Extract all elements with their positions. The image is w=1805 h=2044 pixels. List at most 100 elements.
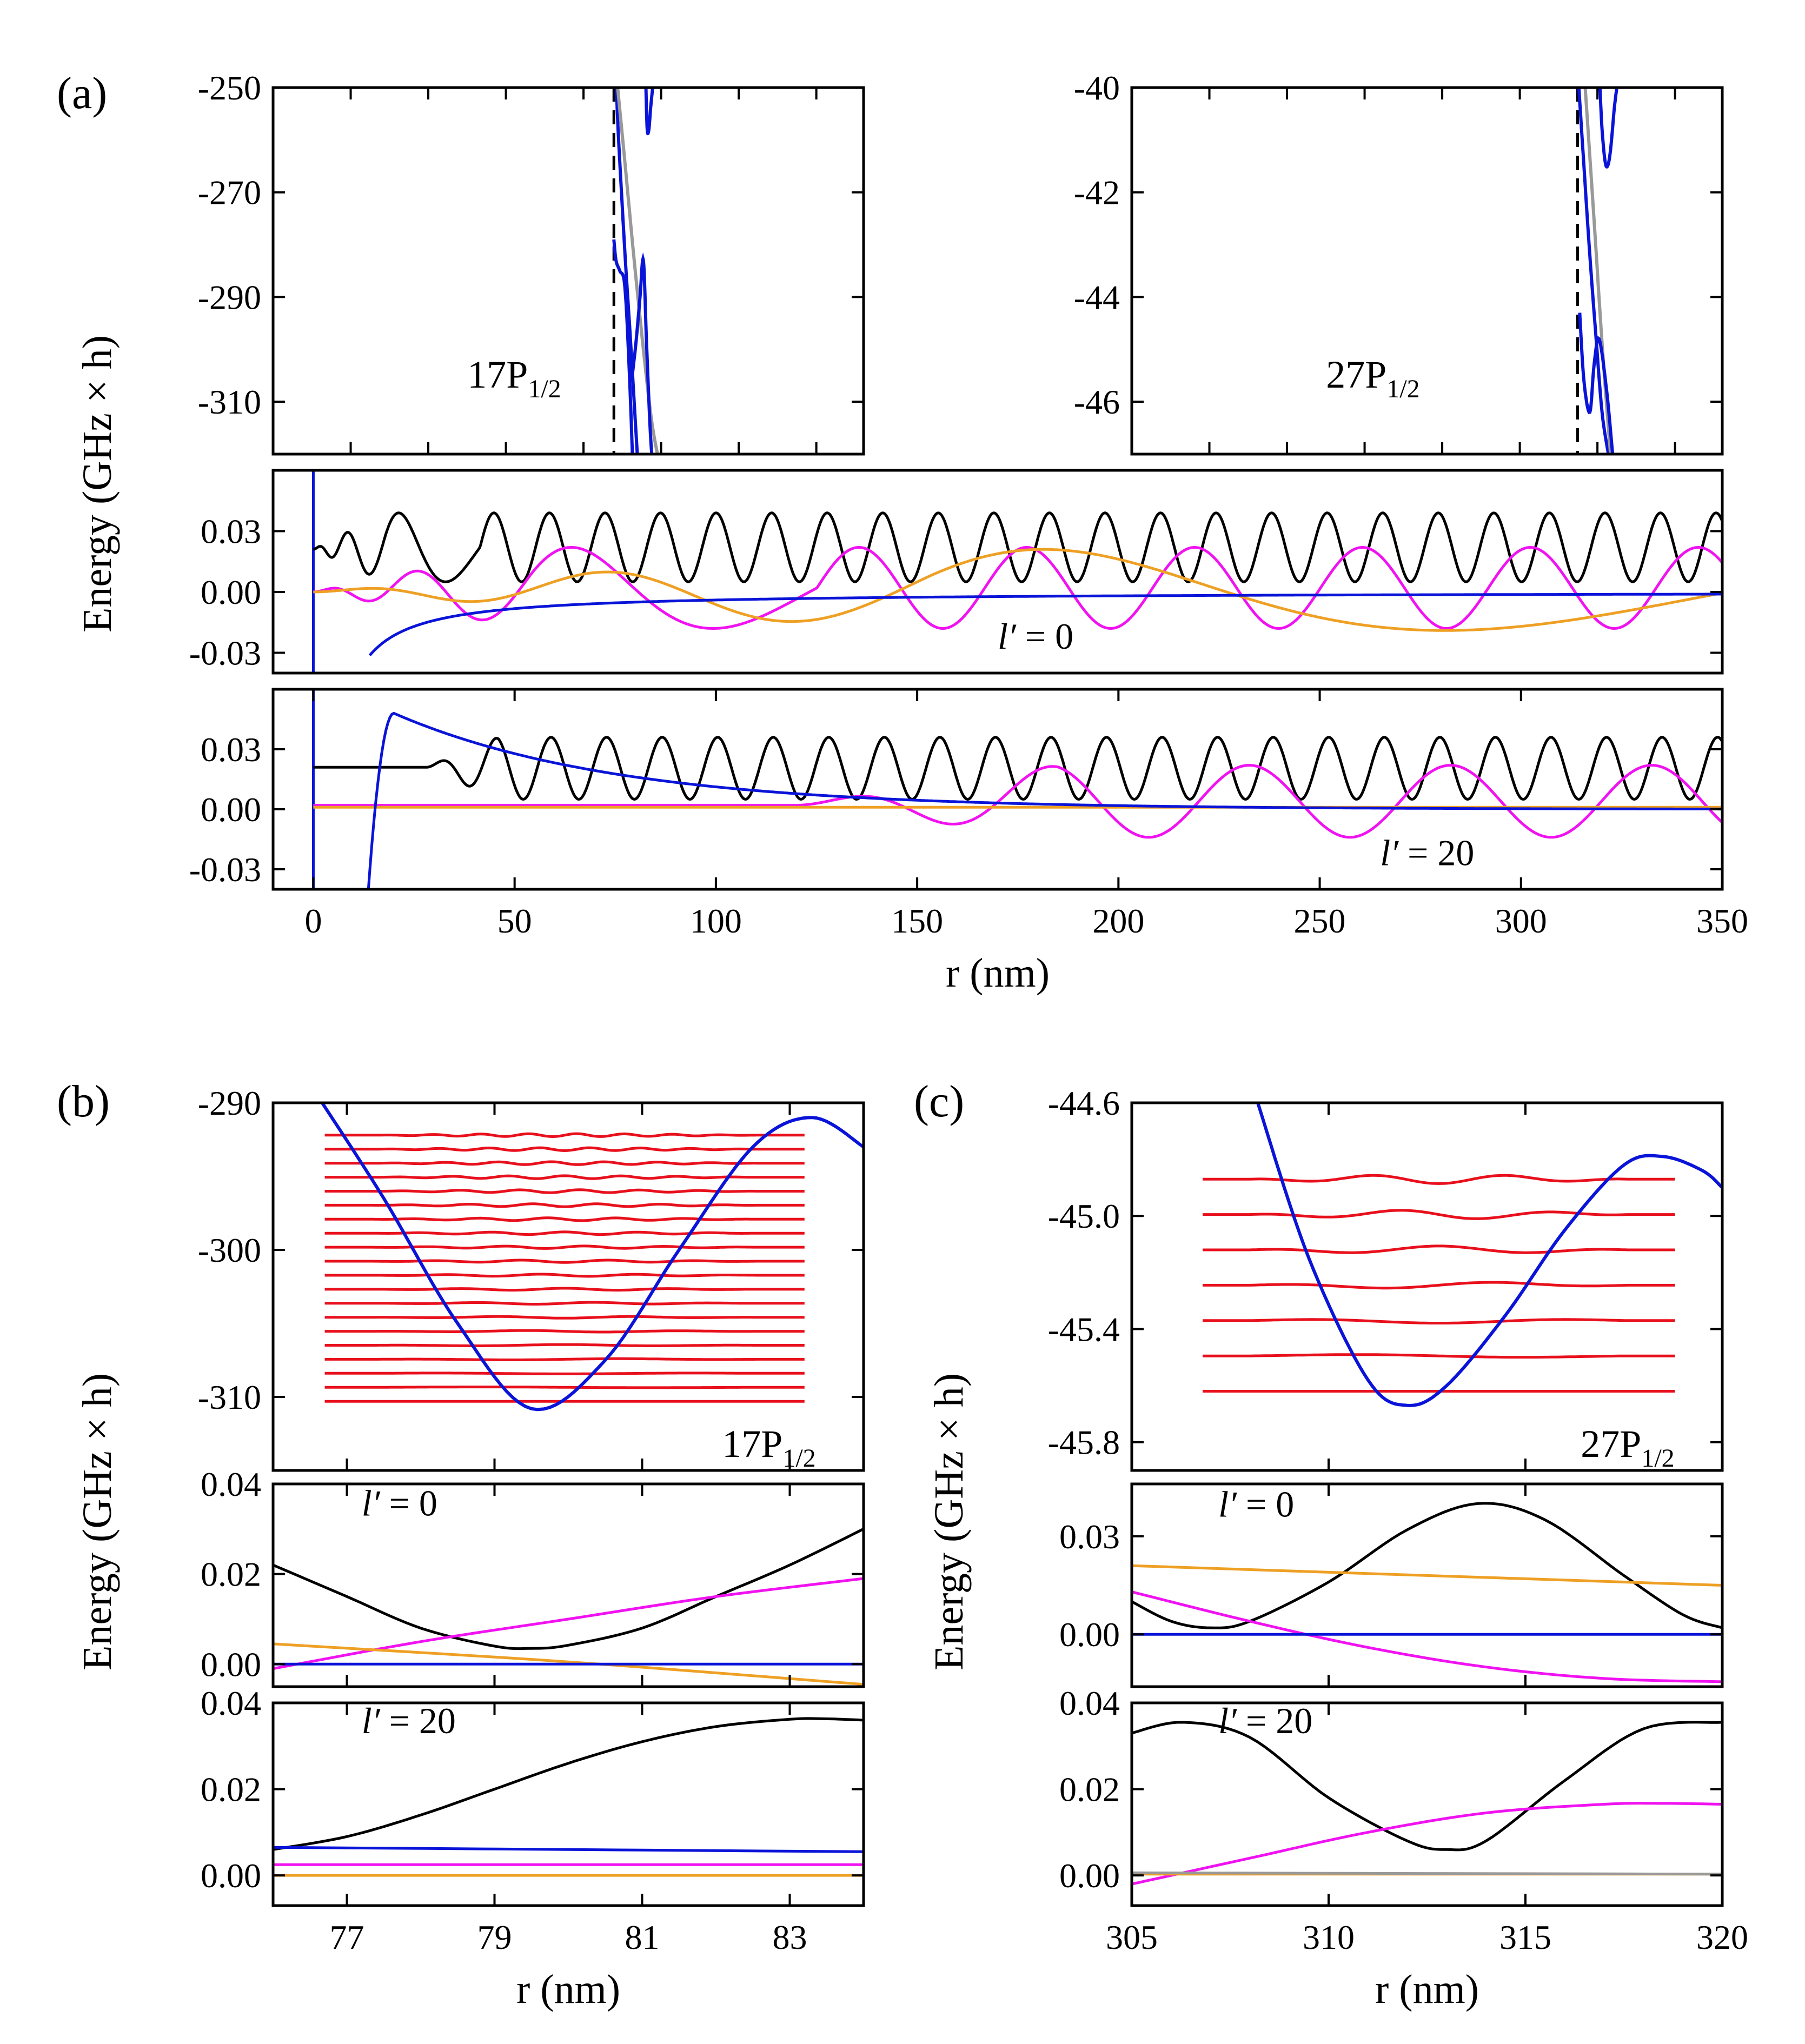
b_top-level-6 (324, 1315, 805, 1320)
c_top-state-label: 27P1/2 (1581, 1422, 1674, 1473)
a_bot-xtick-label: 300 (1495, 902, 1547, 940)
c_bot-ytick-label: 0.00 (1059, 1856, 1120, 1895)
annotation-symbol: l′ (362, 1700, 381, 1741)
a_top_left-frame (271, 86, 865, 456)
c_mid-frame (1130, 1482, 1724, 1688)
a_top_right-series-blue-1 (1577, 88, 1610, 454)
a_mid-series-group (311, 470, 1722, 673)
b_mid-frame (271, 1482, 865, 1688)
a_top_right-series-group (1576, 88, 1618, 454)
a_top_right-ytick-label: -46 (1074, 383, 1120, 421)
c_top-ytick-label: -45.4 (1048, 1310, 1120, 1348)
a_bot-xtick-label: 250 (1294, 902, 1346, 940)
b_bot-x-axis-title: r (nm) (516, 1967, 620, 2012)
annotation-symbol: l′ (1218, 1483, 1237, 1524)
b_top-level-7 (324, 1301, 805, 1306)
state-label-sub: 1/2 (1641, 1444, 1674, 1473)
a_bot-frame (271, 688, 1724, 891)
a_bot-xtick-label: 100 (690, 902, 742, 940)
a_bot-series-blue (367, 711, 1722, 889)
a_mid-series-orange (313, 548, 1722, 632)
chart-a_top_right: -40 -42 -44 -46 27P1/2 (1074, 69, 1724, 456)
y-axis-title-c: Energy (GHz × h) (926, 1373, 972, 1670)
c_bot-ytick-label: 0.02 (1059, 1770, 1120, 1809)
c_mid-annotation: l′ = 0 (1218, 1483, 1294, 1524)
c_bot-xtick-label: 305 (1106, 1918, 1158, 1956)
annotation-value: = 0 (1237, 1483, 1294, 1524)
c_bot-series-black (1132, 1721, 1722, 1852)
state-label-sub: 1/2 (782, 1444, 815, 1473)
c_bot-xtick-label: 320 (1696, 1918, 1748, 1956)
chart-b_bot: 0.04 0.02 0.00 77 79 81 83 r (nm) l′ = 20 (201, 1684, 865, 2012)
b_top-level-14 (324, 1202, 805, 1208)
a_top_right-series-gray (1583, 88, 1612, 454)
annotation-symbol: l′ (362, 1482, 381, 1523)
c_top-level-5 (1203, 1209, 1675, 1220)
b_mid-ytick-label: 0.02 (201, 1555, 261, 1594)
a_mid-ytick-label: 0.00 (201, 573, 261, 611)
b_mid-series-group (273, 1528, 864, 1686)
b_bot-xtick-label: 83 (773, 1918, 807, 1956)
chart-b_top: -290 -300 -310 17P1/2 (198, 1084, 865, 1473)
annotation-value: = 0 (380, 1482, 437, 1523)
b_bot-frame (271, 1701, 865, 1907)
c_bot-x-axis-title: r (nm) (1375, 1967, 1479, 2012)
b_top-level-19 (324, 1132, 805, 1138)
state-label-sub: 1/2 (528, 375, 561, 403)
b_top-level-3 (324, 1357, 805, 1361)
b_mid-series-magenta (273, 1577, 864, 1670)
b_bot-series-black (273, 1717, 864, 1851)
b_top-level-15 (324, 1188, 805, 1194)
c_mid-ytick-label: 0.00 (1059, 1615, 1120, 1654)
b_mid-annotation: l′ = 0 (362, 1482, 437, 1523)
c_bot-frame (1130, 1701, 1724, 1907)
b_bot-ytick-label: 0.02 (201, 1770, 261, 1809)
b_top-level-13 (324, 1216, 805, 1222)
panel-letter-c: (c) (914, 1076, 964, 1127)
b_bot-xtick-label: 81 (625, 1918, 660, 1956)
panel-letter-b: (b) (57, 1076, 110, 1127)
a_bot-xtick-label: 50 (497, 902, 532, 940)
annotation-symbol: l′ (1218, 1700, 1237, 1741)
chart-a_bot: 0.03 0.00 -0.03 0 50 100 150 200 250 300 350 r (nm)… (189, 688, 1748, 996)
y-axis-title-b: Energy (GHz × h) (75, 1373, 120, 1670)
c_mid-series-group (1132, 1502, 1722, 1683)
chart-c_bot: 0.04 0.02 0.00 305 310 315 320 r (nm) l′ = 20 (1059, 1684, 1748, 2012)
state-label-sub: 1/2 (1386, 375, 1419, 403)
c_bot-xtick-label: 315 (1499, 1918, 1551, 1956)
chart-a_mid: 0.03 0.00 -0.03 l′ = 0 (189, 469, 1724, 675)
a_bot-ytick-label: -0.03 (189, 850, 261, 889)
b_top-level-1 (324, 1386, 805, 1389)
c_mid-series-orange (1132, 1564, 1722, 1587)
a_top_right-series-blue-3 (1598, 88, 1618, 169)
a_mid-ytick-label: -0.03 (189, 634, 261, 673)
y-axis-title-a: Energy (GHz × h) (75, 335, 120, 632)
state-label-main: 17P (467, 353, 528, 396)
c_mid-series-magenta (1132, 1590, 1722, 1683)
state-label-main: 27P (1581, 1422, 1641, 1466)
a_top_left-ytick-label: -310 (198, 383, 261, 421)
state-label-main: 17P (722, 1422, 782, 1466)
a_top_left-state-label: 17P1/2 (467, 353, 561, 403)
c_top-frame (1130, 1101, 1724, 1472)
a_mid-annotation: l′ = 0 (998, 616, 1073, 657)
a_bot-xtick-label: 150 (891, 902, 943, 940)
c_top-level-2 (1203, 1318, 1675, 1324)
b_top-ytick-label: -310 (198, 1378, 261, 1416)
a_bot-ytick-label: 0.00 (201, 790, 261, 829)
a_top_left-series-blue-4 (644, 88, 654, 136)
a_top_right-ytick-label: -40 (1074, 69, 1120, 107)
c_top-level-4 (1203, 1244, 1675, 1254)
b_bot-annotation: l′ = 20 (362, 1700, 456, 1741)
a_mid-frame (271, 469, 1724, 675)
b_mid-ytick-label: 0.04 (201, 1465, 261, 1503)
b_top-ytick-label: -290 (198, 1084, 261, 1122)
a_top_right-series-blue-2 (1578, 312, 1615, 454)
annotation-value: = 20 (380, 1700, 456, 1741)
c_bot-xtick-label: 310 (1303, 1918, 1355, 1956)
c_top-level-1 (1203, 1353, 1675, 1359)
a_mid-ytick-label: 0.03 (201, 512, 261, 551)
b_mid-ytick-label: 0.00 (201, 1645, 261, 1683)
c_bot-series-magenta (1132, 1802, 1722, 1886)
b_top-level-4 (324, 1343, 805, 1347)
